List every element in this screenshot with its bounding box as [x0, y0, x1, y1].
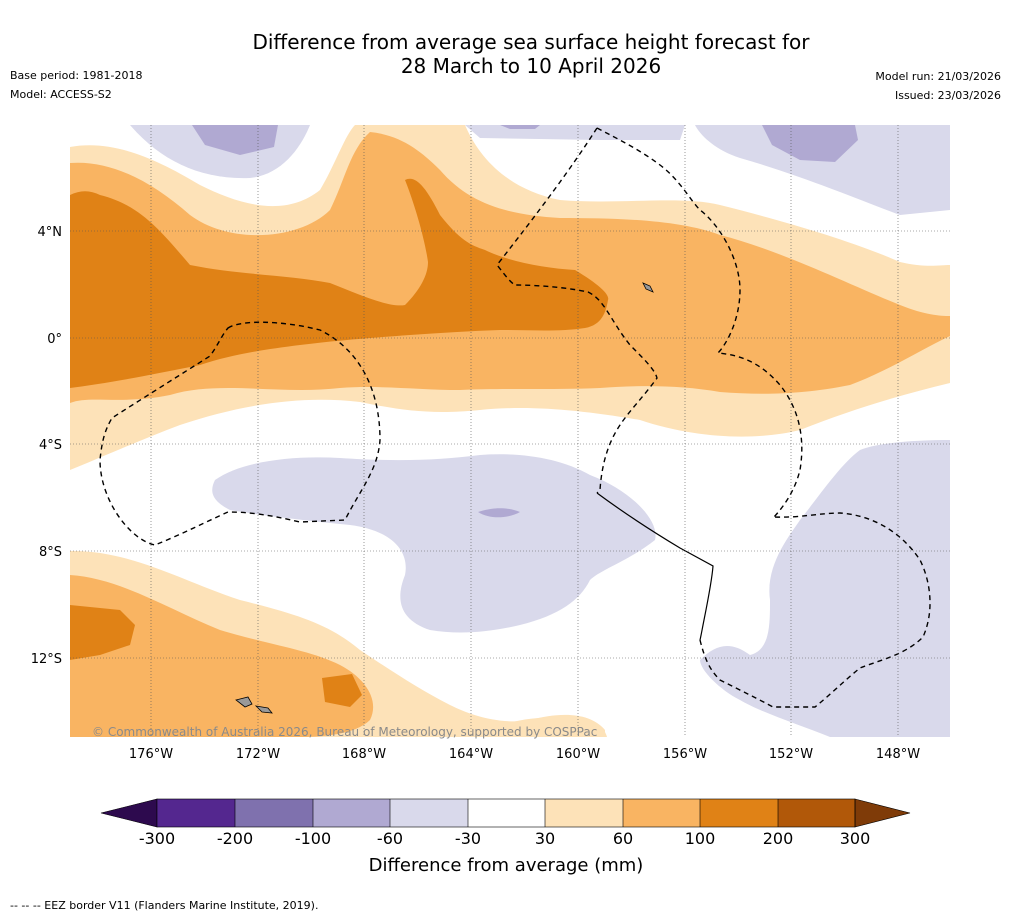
model-name: Model: ACCESS-S2 [10, 88, 112, 101]
map-field [70, 125, 950, 737]
meta-left: Base period: 1981-2018 Model: ACCESS-S2 [10, 66, 142, 104]
contour-p60-southwest [70, 575, 374, 737]
colorbar-bin-n100-n60 [313, 799, 390, 827]
lon-label-156w: 156°W [663, 747, 707, 762]
lat-label-4s: 4°S [39, 438, 62, 453]
colorbar-tick: -60 [377, 829, 403, 848]
colorbar-bin-100-200 [700, 799, 778, 827]
colorbar: -300 -200 -100 -60 -30 30 60 100 200 300… [100, 798, 911, 876]
title-line-2: 28 March to 10 April 2026 [400, 54, 662, 78]
island [235, 696, 253, 708]
lon-label-164w: 164°W [449, 747, 493, 762]
contour-p100-southwest [70, 605, 135, 660]
forecast-map: 4°N 0° 4°S 8°S 12°S 176°W 172°W 168°W 16… [31, 125, 950, 876]
island [642, 282, 654, 293]
colorbar-bin-n60-n30 [390, 799, 468, 827]
eez-borders [99, 127, 931, 708]
base-period: Base period: 1981-2018 [10, 69, 143, 82]
maritime-boundary [596, 492, 714, 641]
colorbar-tick: 300 [840, 829, 871, 848]
contour-p100-southwest-islet [322, 674, 362, 707]
lon-label-172w: 172°W [236, 747, 280, 762]
colorbar-extend-low [100, 798, 158, 828]
colorbar-tick: 100 [685, 829, 716, 848]
copyright-notice: © Commonwealth of Australia 2026, Bureau… [92, 725, 597, 739]
eez-border-north [596, 127, 803, 518]
colorbar-bin-n300-n200 [157, 799, 235, 827]
lon-label-168w: 168°W [342, 747, 386, 762]
meta-right: Model run: 21/03/2026 Issued: 23/03/2026 [875, 67, 1001, 105]
lon-label-148w: 148°W [876, 747, 920, 762]
colorbar-tick: -200 [217, 829, 253, 848]
model-run: Model run: 21/03/2026 [875, 70, 1001, 83]
colorbar-tick: -300 [139, 829, 175, 848]
eez-border-west [99, 321, 381, 546]
island [254, 705, 273, 714]
lon-label-176w: 176°W [129, 747, 173, 762]
lat-label-4n: 4°N [38, 225, 63, 240]
contour-p100-equatorial [70, 178, 609, 388]
lon-label-152w: 152°W [769, 747, 813, 762]
colorbar-bin-30-60 [545, 799, 623, 827]
contour-n60-south [212, 454, 656, 633]
colorbar-extend-high [854, 798, 911, 828]
issued-date: Issued: 23/03/2026 [894, 89, 1001, 102]
colorbar-bin-200-300 [778, 799, 855, 827]
contour-n60-north-east [695, 125, 950, 215]
contour-n100-north-east [762, 125, 858, 162]
colorbar-bin-60-100 [623, 799, 700, 827]
longitude-gridlines [150, 125, 899, 737]
lat-label-12s: 12°S [31, 652, 62, 667]
lat-label-0: 0° [47, 332, 62, 347]
colorbar-frame [156, 798, 856, 828]
colorbar-title: Difference from average (mm) [369, 855, 644, 876]
colorbar-dividers [234, 799, 779, 827]
eez-border-central [496, 127, 658, 494]
eez-border-southeast [699, 512, 931, 708]
contour-n100-south [478, 508, 520, 518]
colorbar-tick: 30 [535, 829, 555, 848]
colorbar-tick: -30 [455, 829, 481, 848]
colorbar-tick: -100 [295, 829, 331, 848]
contour-n100-north-west [192, 125, 278, 155]
chart-title: Difference from average sea surface heig… [131, 30, 931, 78]
contour-n60-southeast [700, 440, 950, 737]
eez-footnote: -- -- -- EEZ border V11 (Flanders Marine… [10, 899, 319, 912]
lat-label-8s: 8°S [39, 545, 62, 560]
colorbar-tick: 60 [613, 829, 633, 848]
contour-n60-north-center [465, 125, 685, 140]
contour-p30-south-edge [480, 717, 607, 737]
colorbar-bin-n200-n100 [235, 799, 313, 827]
title-line-1: Difference from average sea surface heig… [252, 30, 810, 54]
contour-n100-north-center [500, 125, 540, 129]
lon-label-160w: 160°W [556, 747, 600, 762]
colorbar-bin-n30-30 [468, 799, 545, 827]
colorbar-tick: 200 [763, 829, 794, 848]
